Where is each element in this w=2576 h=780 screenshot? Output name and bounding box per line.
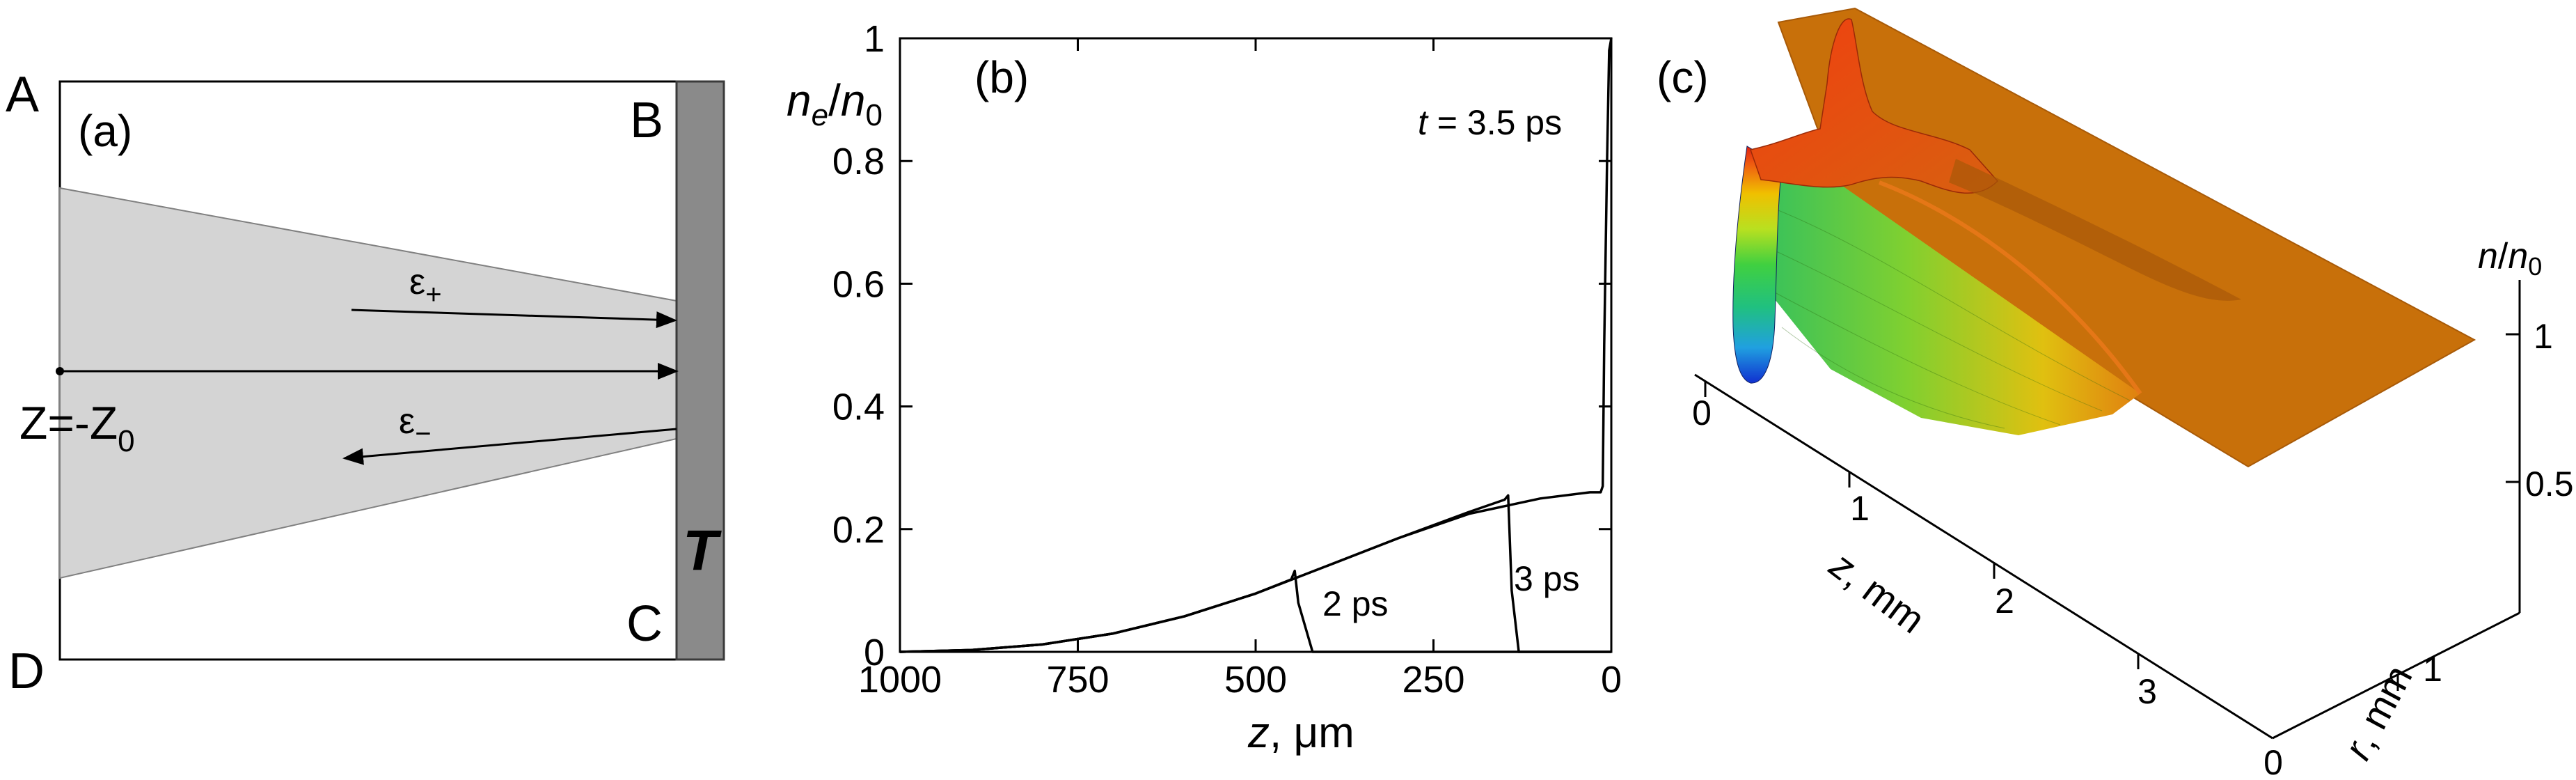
- z-tick-1: 1: [2534, 317, 2553, 356]
- target-plate: [675, 80, 725, 661]
- eps-plus-base: ε: [409, 262, 425, 302]
- n-slash: /: [2498, 236, 2508, 276]
- target-label: T: [683, 519, 722, 582]
- z-axis-tick-3: 3: [2138, 672, 2157, 711]
- z-axis-tick-2: 2: [1995, 582, 2014, 621]
- r-axis-tick-1: 1: [2423, 650, 2442, 689]
- y-tick-label: 0.4: [832, 387, 885, 428]
- series-lines: [899, 38, 1613, 653]
- r-axis-tick-0: 0: [2263, 743, 2283, 780]
- series-line-2: [899, 494, 1611, 653]
- beam-cone: [59, 187, 677, 579]
- y-tick-label: 1: [864, 18, 885, 60]
- label-t-rest: = 3.5 ps: [1428, 103, 1562, 142]
- y-tick-label: 0.6: [832, 263, 885, 305]
- eps-minus-sub: −: [415, 419, 431, 449]
- corner-a-label: A: [6, 67, 39, 123]
- focus-label: Z=-Z0: [19, 397, 135, 458]
- z-tick-0-5: 0.5: [2525, 465, 2574, 504]
- y-tick-label: 0.2: [832, 509, 885, 551]
- y-label-n0: n: [841, 75, 866, 125]
- series-line-3: [899, 38, 1613, 653]
- corner-b-label: B: [630, 93, 663, 148]
- z-axis-tick-1: 1: [1850, 489, 1870, 528]
- x-label-z: z: [1247, 709, 1270, 757]
- x-tick-label: 500: [1224, 659, 1287, 701]
- z-axis-tick-0: 0: [1692, 393, 1712, 432]
- z-mm-axis-label: z, mm: [1822, 543, 1933, 642]
- n0-sub: 0: [2528, 252, 2542, 281]
- y-tick-label: 0: [864, 632, 885, 673]
- y-label-n-sub: e: [812, 98, 828, 132]
- eps-minus-label: ε−: [399, 401, 432, 449]
- label-3-ps: 3 ps: [1514, 559, 1580, 598]
- panel-a: (a) A B C D Z=-Z0 ε+ ε− T: [6, 67, 725, 699]
- surface-slope: [1751, 155, 2140, 435]
- x-tick-label: 0: [1601, 659, 1622, 701]
- y-label-slash: /: [828, 75, 841, 125]
- surface-channel-edge: [1878, 180, 2142, 395]
- label-t-italic: t: [1418, 103, 1429, 142]
- label-2-ps: 2 ps: [1322, 584, 1389, 623]
- x-axis-label: z, μm: [1247, 709, 1354, 757]
- n-label: n: [2478, 236, 2498, 276]
- tick-marks: [899, 37, 1613, 653]
- corner-c-label: C: [626, 596, 663, 652]
- eps-plus-sub: +: [425, 279, 441, 310]
- axes-3d: [1694, 280, 2521, 740]
- eps-plus-label: ε+: [409, 262, 442, 310]
- x-tick-label: 1000: [858, 659, 942, 701]
- surface-ridge: [1750, 18, 1999, 194]
- focus-label-sub: 0: [118, 424, 134, 458]
- y-label-n: n: [787, 75, 812, 125]
- y-tick-label: 0.8: [832, 141, 885, 182]
- r-mm-rest: , mm: [2341, 658, 2421, 755]
- surface-wall: [1732, 146, 1783, 384]
- tick-labels: 1000 750 500 250 0 0 0.2 0.4 0.6 0.8 1: [832, 18, 1622, 701]
- focus-point: [56, 367, 64, 375]
- panel-c-tag: (c): [1657, 52, 1709, 102]
- panel-b-tag: (b): [974, 52, 1029, 102]
- eps-minus-base: ε: [399, 401, 415, 442]
- surface-channel: [1949, 159, 2241, 301]
- x-label-rest: , μm: [1270, 709, 1354, 757]
- eps-plus-arrow: [351, 309, 677, 329]
- label-t-3-5-ps: t = 3.5 ps: [1418, 103, 1562, 142]
- r-mm-axis-label: r, mm: [2335, 658, 2421, 767]
- x-tick-label: 250: [1402, 659, 1464, 701]
- focus-label-main: Z=-Z: [19, 397, 118, 448]
- eps-minus-arrow: [342, 428, 677, 465]
- panel-a-tag: (a): [78, 106, 132, 156]
- x-tick-label: 750: [1046, 659, 1109, 701]
- y-axis-label: ne/n0: [787, 75, 883, 132]
- panel-c: (c) 0: [1657, 7, 2574, 780]
- n-over-n0-label: n/n0: [2478, 236, 2542, 281]
- y-label-n0-sub: 0: [865, 98, 882, 132]
- slope-bands: [1774, 208, 2131, 429]
- panel-b: 1000 750 500 250 000.20.40.60.81 (b) ne/n0 z…: [787, 18, 1622, 757]
- corner-d-label: D: [8, 644, 45, 699]
- n0-label: n: [2508, 236, 2528, 276]
